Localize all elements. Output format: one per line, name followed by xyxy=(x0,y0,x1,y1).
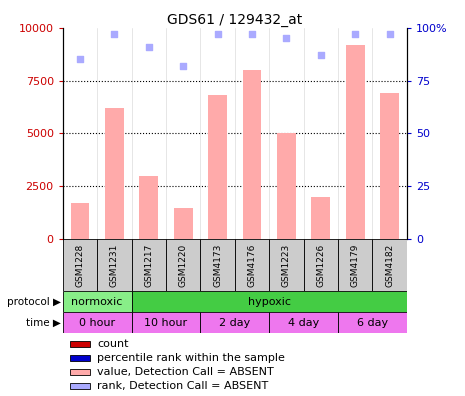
Bar xyxy=(312,197,330,239)
Bar xyxy=(372,239,407,291)
Point xyxy=(76,56,84,63)
Point xyxy=(111,31,118,37)
Text: GSM4179: GSM4179 xyxy=(351,244,360,287)
Bar xyxy=(63,312,132,333)
Text: normoxic: normoxic xyxy=(72,297,123,307)
Bar xyxy=(63,239,97,291)
Text: GSM4176: GSM4176 xyxy=(247,244,257,287)
Point xyxy=(179,63,187,69)
Bar xyxy=(132,291,407,312)
Bar xyxy=(269,312,338,333)
Bar xyxy=(200,312,269,333)
Bar xyxy=(235,239,269,291)
Point xyxy=(352,31,359,37)
Bar xyxy=(71,203,89,239)
Bar xyxy=(70,383,90,389)
Bar xyxy=(132,312,200,333)
Text: GSM4173: GSM4173 xyxy=(213,244,222,287)
Text: value, Detection Call = ABSENT: value, Detection Call = ABSENT xyxy=(97,367,274,377)
Bar xyxy=(70,369,90,375)
Text: GSM4182: GSM4182 xyxy=(385,244,394,287)
Bar xyxy=(166,239,200,291)
Text: GSM1231: GSM1231 xyxy=(110,244,119,287)
Point xyxy=(386,31,393,37)
Bar xyxy=(140,176,158,239)
Bar xyxy=(346,45,365,239)
Text: GSM1220: GSM1220 xyxy=(179,244,188,287)
Text: 4 day: 4 day xyxy=(288,318,319,328)
Text: percentile rank within the sample: percentile rank within the sample xyxy=(97,353,285,363)
Point xyxy=(317,52,325,58)
Bar xyxy=(97,239,132,291)
Title: GDS61 / 129432_at: GDS61 / 129432_at xyxy=(167,13,302,27)
Bar xyxy=(208,95,227,239)
Bar xyxy=(269,239,304,291)
Bar xyxy=(70,355,90,361)
Bar xyxy=(132,239,166,291)
Text: 10 hour: 10 hour xyxy=(145,318,187,328)
Text: 6 day: 6 day xyxy=(357,318,388,328)
Bar xyxy=(304,239,338,291)
Point xyxy=(214,31,221,37)
Text: GSM1217: GSM1217 xyxy=(144,244,153,287)
Bar xyxy=(338,312,407,333)
Bar xyxy=(243,70,261,239)
Point xyxy=(283,35,290,42)
Bar xyxy=(63,291,132,312)
Text: rank, Detection Call = ABSENT: rank, Detection Call = ABSENT xyxy=(97,381,268,391)
Text: hypoxic: hypoxic xyxy=(248,297,291,307)
Bar xyxy=(105,108,124,239)
Bar xyxy=(200,239,235,291)
Bar xyxy=(338,239,372,291)
Text: 2 day: 2 day xyxy=(219,318,251,328)
Text: 0 hour: 0 hour xyxy=(79,318,115,328)
Text: count: count xyxy=(97,339,129,349)
Bar xyxy=(70,341,90,347)
Text: GSM1228: GSM1228 xyxy=(75,244,85,287)
Point xyxy=(248,31,256,37)
Bar xyxy=(277,133,296,239)
Text: GSM1223: GSM1223 xyxy=(282,244,291,287)
Text: time ▶: time ▶ xyxy=(26,318,61,328)
Text: GSM1226: GSM1226 xyxy=(316,244,326,287)
Bar xyxy=(380,93,399,239)
Text: protocol ▶: protocol ▶ xyxy=(7,297,61,307)
Point xyxy=(145,44,153,50)
Bar xyxy=(174,208,193,239)
